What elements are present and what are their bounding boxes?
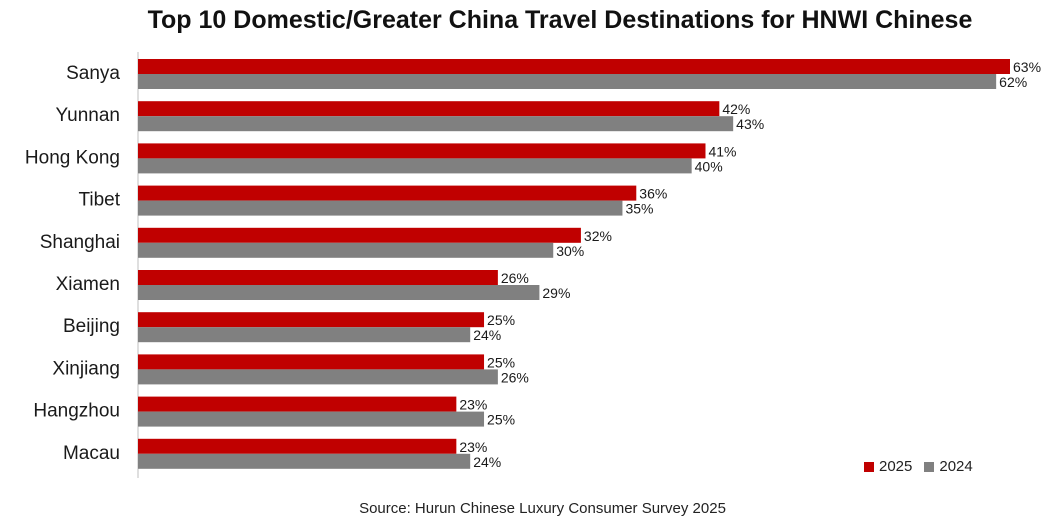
source-note: Source: Hurun Chinese Luxury Consumer Su…	[359, 500, 726, 517]
bar-2025-shanghai	[138, 227, 581, 243]
bar-2025-sanya	[138, 59, 1010, 74]
legend-label-2024: 2024	[939, 458, 973, 475]
category-label-xiamen: Xiamen	[56, 274, 120, 295]
legend-swatch-2024	[924, 461, 935, 472]
bar-2024-shanghai	[138, 242, 554, 258]
legend-label-2025: 2025	[879, 458, 913, 475]
bar-2024-hangzhou	[138, 411, 485, 427]
bar-2025-beijing	[138, 312, 485, 328]
data-label-2024-macau: 24%	[473, 454, 501, 470]
bar-2025-xiamen	[138, 270, 498, 285]
bar-2024-hong-kong	[138, 158, 692, 174]
bar-2025-hangzhou	[138, 396, 457, 412]
data-label-2025-shanghai: 32%	[584, 228, 612, 244]
data-label-2024-hangzhou: 25%	[487, 412, 515, 428]
bar-2024-sanya	[138, 74, 997, 89]
data-label-2025-xinjiang: 25%	[487, 354, 515, 370]
data-label-2025-beijing: 25%	[487, 312, 515, 328]
bar-2024-macau	[138, 453, 471, 469]
chart-title: Top 10 Domestic/Greater China Travel Des…	[147, 6, 973, 34]
data-label-2024-shanghai: 30%	[556, 243, 584, 259]
category-label-xinjiang: Xinjiang	[52, 358, 120, 379]
legend-swatch-2025	[864, 461, 874, 472]
data-label-2024-beijing: 24%	[473, 327, 501, 343]
legend-item-2025: 2025	[864, 458, 912, 475]
data-label-2025-tibet: 36%	[639, 186, 667, 202]
bar-2025-xinjiang	[138, 354, 485, 370]
category-label-sanya: Sanya	[66, 63, 120, 84]
bar-2025-tibet	[138, 185, 637, 201]
legend: 2025 2024	[864, 458, 985, 475]
category-label-beijing: Beijing	[63, 316, 120, 337]
bar-2025-macau	[138, 438, 457, 454]
category-label-hangzhou: Hangzhou	[33, 401, 120, 422]
bar-2025-yunnan	[138, 101, 720, 117]
data-label-2024-hong-kong: 40%	[695, 158, 723, 174]
category-label-shanghai: Shanghai	[40, 232, 120, 253]
data-label-2025-hong-kong: 41%	[708, 143, 736, 159]
bar-2024-yunnan	[138, 116, 734, 132]
data-label-2024-sanya: 62%	[999, 74, 1027, 90]
data-label-2025-hangzhou: 23%	[459, 397, 487, 413]
bar-2025-hong-kong	[138, 143, 706, 159]
bar-2024-beijing	[138, 327, 471, 343]
bar-2024-tibet	[138, 200, 623, 216]
legend-item-2024: 2024	[924, 458, 973, 475]
data-label-2025-macau: 23%	[459, 439, 487, 455]
data-label-2025-yunnan: 42%	[722, 101, 750, 117]
category-label-hong-kong: Hong Kong	[25, 147, 120, 168]
category-label-macau: Macau	[63, 443, 120, 464]
data-label-2024-xiamen: 29%	[542, 285, 570, 301]
data-label-2024-tibet: 35%	[625, 201, 653, 217]
data-label-2024-yunnan: 43%	[736, 116, 764, 132]
bar-2024-xiamen	[138, 285, 540, 300]
category-label-tibet: Tibet	[78, 190, 120, 211]
category-label-yunnan: Yunnan	[56, 105, 120, 126]
bar-2024-xinjiang	[138, 369, 498, 385]
data-label-2024-xinjiang: 26%	[501, 369, 529, 385]
data-label-2025-sanya: 63%	[1013, 59, 1041, 75]
data-label-2025-xiamen: 26%	[501, 270, 529, 286]
